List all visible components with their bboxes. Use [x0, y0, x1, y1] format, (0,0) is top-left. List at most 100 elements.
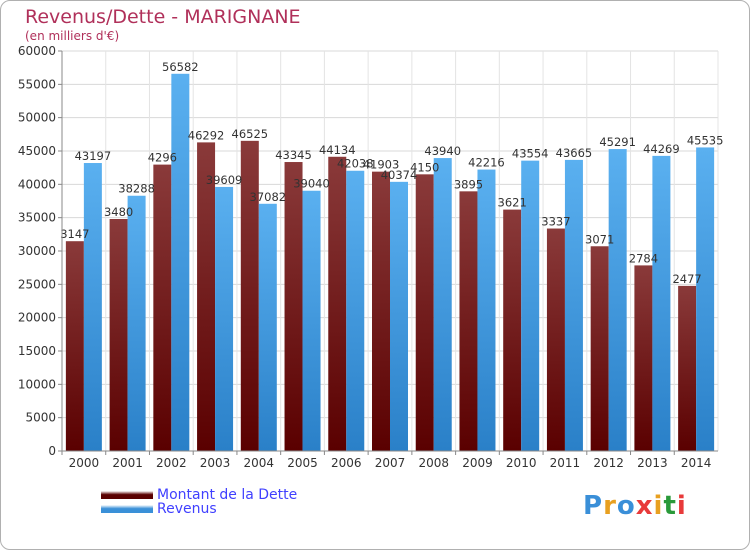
bar-debt-2004	[240, 140, 259, 452]
proxiti-logo: Proxiti	[583, 491, 687, 521]
y-tick-label-60000: 60000	[18, 44, 56, 58]
bar-revenue-2013	[652, 155, 671, 451]
legend-item-debt: Montant de la Dette	[101, 487, 297, 503]
legend-item-revenue: Revenus	[101, 501, 217, 517]
x-tick-label-2013: 2013	[637, 456, 668, 470]
y-tick-label-35000: 35000	[18, 211, 56, 225]
x-tick-label-2003: 2003	[200, 456, 231, 470]
data-label-debt-2010: 3621	[498, 196, 527, 210]
data-labels: 3147 43197 3480 38288 4296 56582 46292 39609 465…	[60, 60, 723, 286]
x-tick-label-2001: 2001	[112, 456, 143, 470]
legend-swatch-debt	[101, 491, 153, 499]
bar-debt-2003	[197, 142, 216, 452]
bar-debt-2007	[372, 171, 390, 451]
bar-revenue-2004	[258, 203, 277, 451]
y-tick-label-20000: 20000	[18, 311, 56, 325]
data-label-revenue-2012: 45291	[599, 135, 636, 149]
bar-revenue-2002	[171, 73, 190, 451]
data-label-debt-2005: 43345	[275, 148, 312, 162]
axes: 0 5000 10000 15000 20000 25000 30000 35000 40000…	[18, 44, 718, 470]
logo-letter: o	[616, 491, 636, 521]
logo-letter: t	[663, 491, 677, 521]
data-label-debt-2012: 3071	[585, 232, 614, 246]
bar-debt-2009	[459, 191, 478, 452]
bars	[65, 73, 715, 452]
bar-revenue-2010	[521, 160, 540, 451]
bar-revenue-2009	[477, 169, 496, 451]
data-label-revenue-2010: 43554	[512, 147, 549, 161]
data-label-debt-2004: 46525	[232, 127, 269, 141]
logo-letter: i	[653, 491, 664, 521]
bar-debt-2008	[415, 174, 434, 452]
data-label-debt-2001: 3480	[104, 205, 133, 219]
data-label-revenue-2008: 43940	[424, 144, 461, 158]
bar-debt-2014	[678, 285, 697, 451]
bar-revenue-2003	[215, 186, 234, 451]
x-tick-label-2000: 2000	[69, 456, 100, 470]
data-label-debt-2009: 3895	[454, 177, 483, 191]
data-label-revenue-2011: 43665	[556, 146, 593, 160]
bar-debt-2013	[634, 265, 653, 451]
data-label-revenue-2013: 44269	[643, 142, 680, 156]
data-label-revenue-2014: 45535	[687, 133, 724, 147]
x-tick-label-2011: 2011	[550, 456, 581, 470]
data-label-debt-2011: 3337	[541, 215, 570, 229]
y-tick-label-5000: 5000	[25, 411, 56, 425]
data-label-revenue-2007: 40374	[381, 168, 418, 182]
data-label-debt-2003: 46292	[188, 128, 225, 142]
bar-revenue-2007	[390, 181, 408, 451]
bar-debt-2002	[153, 164, 172, 451]
bar-debt-2001	[109, 219, 128, 451]
data-label-debt-2000: 3147	[60, 227, 89, 241]
y-tick-label-30000: 30000	[18, 244, 56, 258]
bar-revenue-2000	[83, 163, 102, 451]
logo-letter: i	[676, 491, 687, 521]
bar-debt-2012	[590, 246, 609, 451]
bar-revenue-2014	[696, 147, 715, 451]
y-tick-label-45000: 45000	[18, 144, 56, 158]
x-tick-label-2010: 2010	[506, 456, 537, 470]
chart-title: Revenus/Dette - MARIGNANE	[25, 6, 301, 28]
x-tick-label-2005: 2005	[287, 456, 318, 470]
x-tick-label-2004: 2004	[244, 456, 275, 470]
data-label-debt-2002: 4296	[148, 151, 177, 165]
x-tick-label-2008: 2008	[418, 456, 449, 470]
data-label-debt-2013: 2784	[629, 251, 658, 265]
data-label-revenue-2004: 37082	[250, 190, 287, 204]
bar-revenue-2005	[302, 190, 321, 451]
data-label-revenue-2006: 42038	[337, 157, 374, 171]
legend-label-revenue: Revenus	[157, 501, 217, 517]
y-tick-label-40000: 40000	[18, 177, 56, 191]
y-tick-label-15000: 15000	[18, 344, 56, 358]
logo-letter: x	[635, 491, 654, 521]
logo-letter: r	[603, 491, 617, 521]
data-label-debt-2007: 41903	[363, 158, 400, 172]
bar-debt-2011	[546, 228, 565, 451]
bar-debt-2010	[503, 209, 522, 451]
bar-revenue-2001	[127, 195, 146, 451]
chart-subtitle: (en milliers d'€)	[25, 29, 120, 43]
x-tick-label-2009: 2009	[462, 456, 493, 470]
data-label-debt-2008: 4150	[410, 160, 439, 174]
bar-revenue-2011	[564, 159, 583, 451]
data-label-revenue-2002: 56582	[162, 60, 199, 74]
data-label-revenue-2009: 42216	[468, 156, 505, 170]
data-label-debt-2006: 44134	[319, 143, 356, 157]
bar-debt-2006	[328, 156, 347, 452]
legend-label-debt: Montant de la Dette	[157, 487, 298, 503]
data-label-revenue-2005: 39040	[293, 177, 330, 191]
y-tick-label-10000: 10000	[18, 377, 56, 391]
x-tick-label-2014: 2014	[681, 456, 712, 470]
x-tick-label-2007: 2007	[375, 456, 406, 470]
data-label-revenue-2003: 39609	[206, 173, 243, 187]
legend-swatch-revenue	[101, 505, 153, 513]
y-tick-label-55000: 55000	[18, 77, 56, 91]
x-tick-label-2002: 2002	[156, 456, 187, 470]
y-tick-label-25000: 25000	[18, 277, 56, 291]
y-tick-label-50000: 50000	[18, 111, 56, 125]
bar-revenue-2012	[608, 149, 627, 451]
x-tick-label-2006: 2006	[331, 456, 362, 470]
x-tick-label-2012: 2012	[593, 456, 624, 470]
logo-letter: P	[583, 491, 604, 521]
